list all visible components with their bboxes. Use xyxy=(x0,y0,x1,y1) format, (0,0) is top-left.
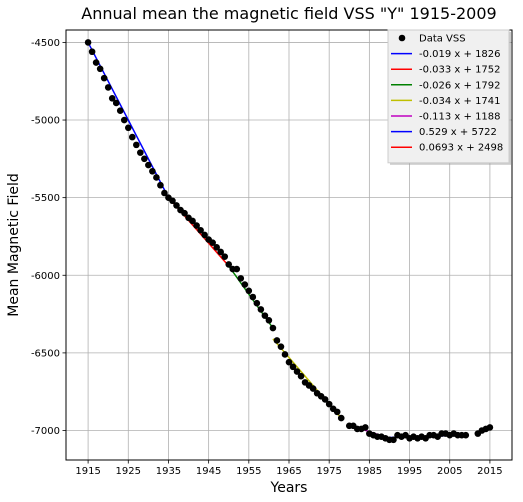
data-point xyxy=(108,95,116,102)
data-point xyxy=(225,261,233,268)
data-point xyxy=(269,324,277,332)
x-tick-label: 2005 xyxy=(437,466,462,477)
data-point xyxy=(273,337,281,344)
data-point xyxy=(289,363,297,371)
data-point xyxy=(92,59,100,66)
x-tick-label: 1985 xyxy=(357,466,382,477)
data-point xyxy=(100,74,108,82)
data-point xyxy=(137,149,144,156)
data-point xyxy=(84,39,92,46)
data-point xyxy=(253,299,261,307)
data-point xyxy=(390,436,397,444)
data-point xyxy=(297,372,305,380)
data-point xyxy=(265,316,273,324)
legend-label-2: -0.033 x + 1752 xyxy=(419,65,501,76)
data-point xyxy=(486,424,494,431)
data-point xyxy=(141,155,148,163)
data-point xyxy=(245,287,253,295)
data-point xyxy=(173,202,180,209)
y-axis-label: Mean Magnetic Field xyxy=(6,173,22,316)
data-point xyxy=(145,161,152,169)
data-point xyxy=(293,368,301,375)
data-point xyxy=(281,351,289,358)
data-point xyxy=(213,244,220,251)
data-point xyxy=(124,124,132,132)
data-point xyxy=(201,231,208,239)
x-tick-label: 1955 xyxy=(236,466,261,477)
legend-marker-data-vss xyxy=(398,34,406,42)
x-axis-ticks: 1915 1925 1935 1945 1955 1965 1975 1985 1995 2005… xyxy=(75,460,503,477)
data-point xyxy=(120,116,128,124)
data-point xyxy=(277,343,285,350)
x-tick-label: 2015 xyxy=(477,466,502,477)
data-point xyxy=(153,174,160,181)
data-point xyxy=(221,253,229,260)
legend-label-7: 0.0693 x + 2498 xyxy=(419,143,503,154)
data-point xyxy=(285,358,293,366)
data-point xyxy=(362,424,369,431)
data-point xyxy=(193,222,200,229)
x-tick-label: 1975 xyxy=(316,466,341,477)
data-point xyxy=(337,414,345,422)
data-point xyxy=(133,141,140,149)
x-axis-label: Years xyxy=(270,480,308,496)
data-point xyxy=(261,312,269,319)
legend-label-3: -0.026 x + 1792 xyxy=(419,80,501,91)
data-point xyxy=(462,431,470,439)
data-points xyxy=(84,39,494,444)
x-tick-label: 1925 xyxy=(116,466,141,477)
x-tick-label: 1945 xyxy=(196,466,221,477)
y-tick-label: -5500 xyxy=(31,193,60,204)
data-point xyxy=(333,408,341,416)
data-point xyxy=(217,248,224,256)
x-tick-label: 1995 xyxy=(397,466,422,477)
legend: Data VSS -0.019 x + 1826 -0.033 x + 1752 -0… xyxy=(387,29,511,165)
data-point xyxy=(321,396,329,403)
y-tick-label: -4500 xyxy=(31,38,60,49)
data-point xyxy=(237,275,245,282)
y-tick-label: -6000 xyxy=(31,271,60,282)
y-tick-label: -5000 xyxy=(31,116,60,127)
data-point xyxy=(325,400,333,408)
legend-label-4: -0.034 x + 1741 xyxy=(419,96,501,107)
data-point xyxy=(241,281,249,288)
data-point xyxy=(197,226,204,234)
legend-label-data-vss: Data VSS xyxy=(419,34,466,45)
data-point xyxy=(128,133,136,141)
legend-label-5: -0.113 x + 1188 xyxy=(419,112,501,123)
chart-title: Annual mean the magnetic field VSS "Y" 1… xyxy=(81,4,496,23)
data-point xyxy=(209,239,216,246)
y-axis-ticks: -4500 -5000 -5500 -6000 -6500 -7000 xyxy=(31,38,66,437)
legend-label-1: -0.019 x + 1826 xyxy=(419,49,501,60)
legend-label-6: 0.529 x + 5722 xyxy=(419,127,497,138)
legend-box xyxy=(387,29,510,164)
y-tick-label: -6500 xyxy=(31,348,60,359)
data-point xyxy=(309,385,317,392)
data-point xyxy=(116,107,124,115)
data-point xyxy=(157,181,164,189)
data-point xyxy=(169,197,176,205)
data-point xyxy=(189,217,196,225)
data-point xyxy=(88,48,96,56)
y-tick-label: -7000 xyxy=(31,426,60,437)
data-point xyxy=(161,189,168,197)
data-point xyxy=(257,306,265,313)
x-tick-label: 1965 xyxy=(276,466,301,477)
data-point xyxy=(249,293,257,301)
data-point xyxy=(149,167,156,175)
x-tick-label: 1915 xyxy=(75,466,100,477)
x-tick-label: 1935 xyxy=(156,466,181,477)
data-point xyxy=(112,99,120,107)
data-point xyxy=(96,65,104,73)
data-point xyxy=(181,209,188,217)
data-point xyxy=(233,265,241,273)
data-point xyxy=(104,84,112,91)
